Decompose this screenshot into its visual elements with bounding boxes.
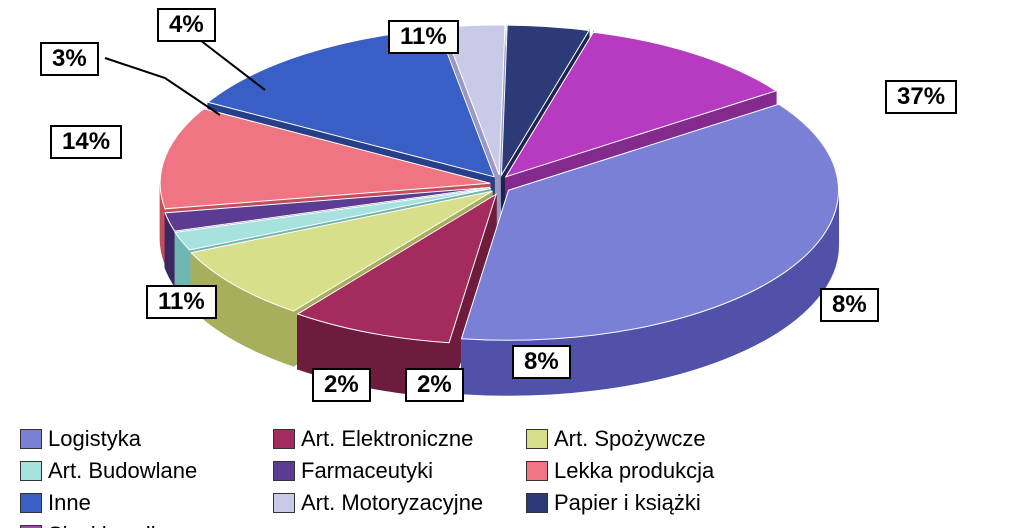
slice-label-text: 37% (897, 83, 945, 110)
legend-label: Art. Motoryzacyjne (301, 490, 483, 516)
slice-label: 14% (50, 125, 122, 159)
slice-label-text: 11% (158, 288, 205, 315)
legend-item: Logistyka (20, 426, 255, 452)
legend-swatch (526, 429, 548, 449)
slice-label: 11% (146, 285, 217, 319)
legend-label: Logistyka (48, 426, 141, 452)
slice-label: 4% (157, 8, 216, 42)
slice-label: 37% (885, 80, 957, 114)
legend-item: Sieci handlowe (20, 522, 255, 528)
slice-label: 8% (512, 345, 571, 379)
slice-label: 2% (312, 368, 371, 402)
slice-label: 2% (405, 368, 464, 402)
slice-label-text: 8% (832, 291, 867, 318)
pie-chart-3d: 37% 8% 8% 2% 2% 11% 14% 3% 4% 11% Logistyka Art. E… (0, 0, 1023, 528)
legend-item: Art. Elektroniczne (273, 426, 508, 452)
legend-item: Farmaceutyki (273, 458, 508, 484)
slice-label-text: 14% (62, 128, 110, 155)
legend-label: Art. Budowlane (48, 458, 197, 484)
legend-swatch (20, 429, 42, 449)
legend-label: Farmaceutyki (301, 458, 433, 484)
legend-label: Papier i książki (554, 490, 701, 516)
slice-label-text: 11% (400, 23, 447, 50)
legend-swatch (526, 461, 548, 481)
slice-label: 11% (388, 20, 459, 54)
slice-label-text: 4% (169, 11, 204, 38)
legend-swatch (273, 461, 295, 481)
slice-label-text: 2% (324, 371, 359, 398)
legend-swatch (273, 493, 295, 513)
legend-label: Lekka produkcja (554, 458, 714, 484)
legend-item: Art. Spożywcze (526, 426, 761, 452)
slice-label-text: 2% (417, 371, 452, 398)
legend-item: Lekka produkcja (526, 458, 761, 484)
legend-swatch (273, 429, 295, 449)
legend-label: Art. Elektroniczne (301, 426, 473, 452)
legend-label: Art. Spożywcze (554, 426, 706, 452)
legend-label: Sieci handlowe (48, 522, 196, 528)
slice-label: 3% (40, 42, 99, 76)
legend-label: Inne (48, 490, 91, 516)
slice-label-text: 3% (52, 45, 87, 72)
legend-item: Art. Budowlane (20, 458, 255, 484)
legend: Logistyka Art. Elektroniczne Art. Spożywcz… (0, 420, 1023, 528)
legend-swatch (20, 461, 42, 481)
legend-item: Papier i książki (526, 490, 761, 516)
slice-label-text: 8% (524, 348, 559, 375)
legend-swatch (526, 493, 548, 513)
legend-swatch (20, 493, 42, 513)
slice-label: 8% (820, 288, 879, 322)
legend-item: Inne (20, 490, 255, 516)
legend-item: Art. Motoryzacyjne (273, 490, 508, 516)
